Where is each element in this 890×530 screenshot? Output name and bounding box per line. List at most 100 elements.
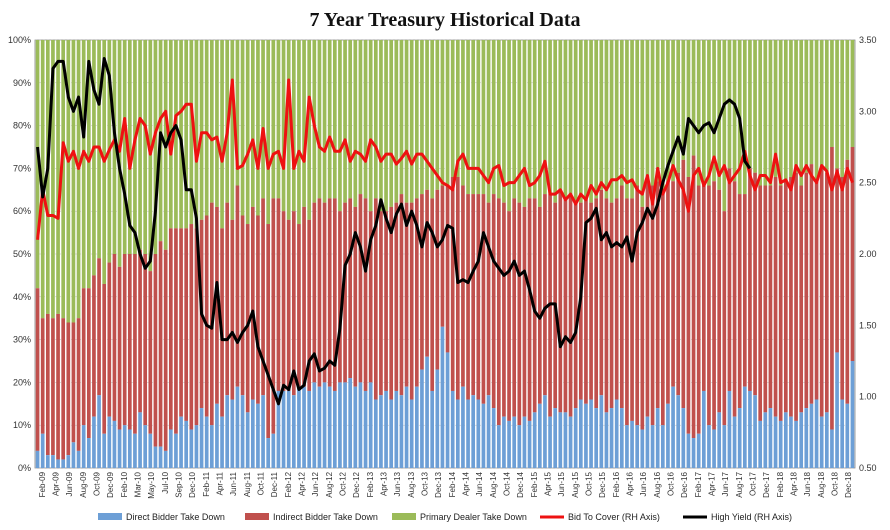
bar-direct-bidder xyxy=(148,433,153,468)
x-axis-tick-label: Aug-14 xyxy=(489,471,498,497)
bar-direct-bidder xyxy=(271,433,276,468)
bar-indirect-bidder xyxy=(763,185,768,413)
bar-primary-dealer xyxy=(409,40,414,203)
bar-primary-dealer xyxy=(76,40,81,319)
bar-direct-bidder xyxy=(650,425,655,468)
bar-primary-dealer xyxy=(45,40,50,314)
bar-primary-dealer xyxy=(174,40,178,229)
bar-primary-dealer xyxy=(368,40,373,212)
bar-primary-dealer xyxy=(660,40,665,190)
bar-direct-bidder xyxy=(799,412,804,468)
bar-indirect-bidder xyxy=(789,176,793,417)
x-axis-tick-label: Oct-16 xyxy=(667,471,676,496)
x-axis-tick-label: Feb-18 xyxy=(776,471,785,497)
bar-indirect-bidder xyxy=(783,181,788,413)
bar-direct-bidder xyxy=(527,420,532,468)
x-axis-tick-label: Feb-14 xyxy=(448,471,457,497)
bar-direct-bidder xyxy=(250,399,255,468)
bar-direct-bidder xyxy=(681,408,686,468)
bar-indirect-bidder xyxy=(753,172,757,396)
bar-direct-bidder xyxy=(630,420,634,468)
bar-direct-bidder xyxy=(491,408,496,468)
bar-primary-dealer xyxy=(112,40,117,254)
bar-indirect-bidder xyxy=(502,202,506,417)
bar-direct-bidder xyxy=(727,390,732,468)
bar-direct-bidder xyxy=(476,399,481,468)
bar-primary-dealer xyxy=(317,40,322,199)
bar-indirect-bidder xyxy=(619,185,624,409)
bar-indirect-bidder xyxy=(727,168,732,391)
bar-direct-bidder xyxy=(655,408,660,468)
x-axis-tick-label: Apr-09 xyxy=(52,471,61,496)
bar-direct-bidder xyxy=(312,382,317,468)
x-axis-tick-label: Oct-11 xyxy=(257,471,266,495)
bar-primary-dealer xyxy=(696,40,701,186)
bar-indirect-bidder xyxy=(599,189,604,396)
bar-direct-bidder xyxy=(379,395,383,468)
bar-indirect-bidder xyxy=(245,224,250,413)
bar-indirect-bidder xyxy=(712,181,716,430)
bar-primary-dealer xyxy=(502,40,506,203)
bar-primary-dealer xyxy=(809,40,814,165)
bar-indirect-bidder xyxy=(589,202,593,400)
chart-title: 7 Year Treasury Historical Data xyxy=(309,9,580,31)
bar-indirect-bidder xyxy=(363,198,368,391)
bar-indirect-bidder xyxy=(430,198,435,391)
bar-primary-dealer xyxy=(666,40,670,182)
bar-direct-bidder xyxy=(174,433,178,468)
axes-layer: 0% 10% 20% 30% 40% 50% 60% 70% 80% 90% 100% 0.50 1.0… xyxy=(8,35,877,499)
legend-item: High Yield (RH Axis) xyxy=(683,512,792,522)
bar-primary-dealer xyxy=(81,40,86,289)
bar-indirect-bidder xyxy=(266,224,271,439)
x-axis-tick-label: Dec-16 xyxy=(680,471,689,497)
bar-direct-bidder xyxy=(302,386,306,468)
x-axis-tick-label: Aug-13 xyxy=(407,471,416,497)
bar-indirect-bidder xyxy=(358,194,363,383)
bar-indirect-bidder xyxy=(824,172,829,413)
bar-indirect-bidder xyxy=(276,198,281,391)
x-axis-tick-label: Feb-17 xyxy=(694,471,703,497)
bar-indirect-bidder xyxy=(404,202,409,387)
bar-indirect-bidder xyxy=(707,185,711,426)
bar-direct-bidder xyxy=(732,416,737,468)
bar-indirect-bidder xyxy=(758,185,763,421)
legend-label: Primary Dealer Take Down xyxy=(420,512,527,522)
bar-indirect-bidder xyxy=(194,228,199,426)
bar-primary-dealer xyxy=(824,40,829,173)
bar-direct-bidder xyxy=(845,403,850,468)
bar-direct-bidder xyxy=(814,399,819,468)
bar-indirect-bidder xyxy=(51,318,55,456)
bar-primary-dealer xyxy=(548,40,552,195)
bar-indirect-bidder xyxy=(250,206,255,400)
left-axis-tick-label: 0% xyxy=(18,463,31,473)
bar-direct-bidder xyxy=(51,455,55,468)
bar-primary-dealer xyxy=(768,40,773,186)
bar-indirect-bidder xyxy=(81,288,86,426)
bar-direct-bidder xyxy=(763,412,768,468)
x-axis-tick-label: Aug-09 xyxy=(79,471,88,497)
bar-primary-dealer xyxy=(445,40,450,186)
bar-direct-bidder xyxy=(686,433,691,468)
bar-primary-dealer xyxy=(814,40,819,182)
bar-primary-dealer xyxy=(830,40,834,147)
x-axis-tick-label: Apr-16 xyxy=(626,471,635,496)
bar-direct-bidder xyxy=(722,425,727,468)
bar-direct-bidder xyxy=(127,429,132,468)
bar-primary-dealer xyxy=(220,40,224,229)
bar-direct-bidder xyxy=(112,420,117,468)
bar-primary-dealer xyxy=(819,40,824,169)
bar-primary-dealer xyxy=(532,40,537,199)
x-axis-tick-label: Apr-12 xyxy=(298,471,307,496)
bar-primary-dealer xyxy=(394,40,399,203)
bar-direct-bidder xyxy=(440,326,445,468)
bar-direct-bidder xyxy=(819,416,824,468)
bar-direct-bidder xyxy=(266,438,271,468)
bar-direct-bidder xyxy=(66,455,71,468)
bar-direct-bidder xyxy=(158,446,163,468)
bar-primary-dealer xyxy=(543,40,547,195)
bar-indirect-bidder xyxy=(112,254,117,421)
bar-direct-bidder xyxy=(737,408,742,468)
bar-indirect-bidder xyxy=(179,228,183,417)
bar-indirect-bidder xyxy=(696,185,701,434)
